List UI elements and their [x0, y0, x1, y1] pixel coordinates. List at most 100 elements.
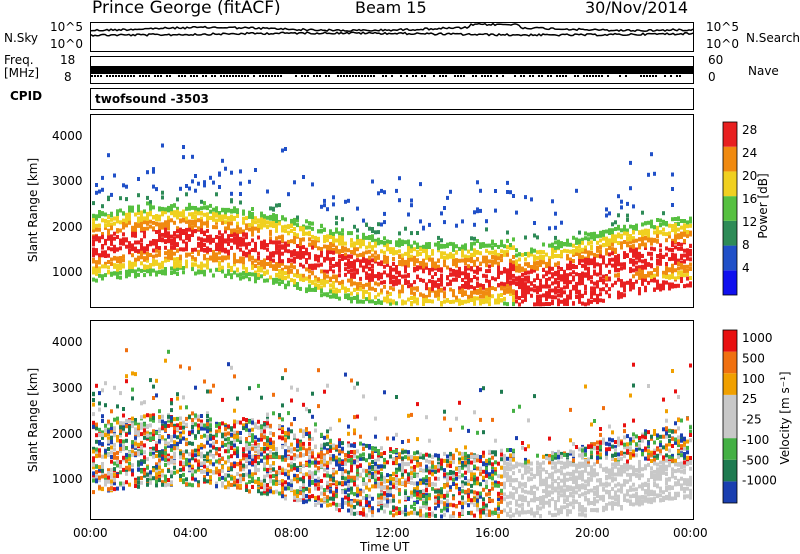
echo-cell: [566, 263, 569, 268]
echo-cell: [122, 183, 125, 188]
echo-cell: [230, 170, 233, 175]
echo-cell: [203, 180, 206, 185]
echo-cell: [569, 272, 572, 277]
echo-cell: [473, 259, 476, 264]
echo-cell: [419, 261, 422, 265]
nave-point: [601, 75, 603, 77]
echo-cell: [263, 218, 266, 223]
echo-cell: [164, 477, 167, 482]
echo-cell: [98, 407, 101, 412]
echo-cell: [473, 262, 476, 267]
echo-cell: [311, 226, 314, 231]
echo-cell: [584, 266, 587, 271]
echo-cell: [158, 478, 161, 483]
echo-cell: [554, 254, 557, 258]
echo-cell: [230, 275, 233, 280]
echo-cell: [527, 262, 530, 267]
echo-cell: [110, 426, 113, 431]
echo-cell: [134, 273, 137, 278]
echo-cell: [167, 255, 170, 260]
echo-cell: [491, 286, 494, 291]
echo-cell: [173, 251, 176, 256]
echo-cell: [518, 282, 521, 287]
echo-cell: [260, 433, 263, 438]
echo-cell: [368, 282, 371, 287]
echo-cell: [257, 489, 260, 494]
echo-cell: [209, 480, 212, 485]
echo-cell: [107, 265, 110, 270]
echo-cell: [248, 489, 251, 494]
echo-cell: [629, 244, 632, 249]
echo-cell: [554, 286, 557, 291]
echo-cell: [140, 227, 143, 232]
echo-cell: [308, 287, 311, 292]
echo-cell: [161, 195, 164, 200]
echo-cell: [182, 270, 185, 275]
echo-cell: [617, 253, 620, 258]
echo-cell: [101, 232, 104, 236]
echo-cell: [392, 287, 395, 292]
noise-search-label: N.Search: [746, 31, 800, 45]
echo-cell: [185, 416, 188, 421]
echo-cell: [113, 385, 116, 390]
nave-label: Nave: [748, 64, 779, 78]
echo-cell: [587, 301, 590, 306]
echo-cell: [227, 362, 230, 367]
echo-cell: [107, 432, 110, 437]
echo-cell: [200, 422, 203, 427]
echo-cell: [146, 254, 149, 259]
echo-cell: [170, 204, 173, 209]
nave-point: [370, 75, 372, 77]
echo-cell: [161, 143, 164, 148]
echo-cell: [374, 288, 377, 292]
echo-cell: [569, 242, 572, 247]
echo-cell: [248, 441, 251, 446]
echo-cell: [233, 374, 236, 379]
echo-cell: [350, 282, 353, 287]
echo-cell: [557, 289, 560, 293]
echo-cell: [155, 270, 158, 275]
echo-cell: [143, 455, 146, 460]
echo-cell: [620, 294, 623, 299]
echo-cell: [230, 215, 233, 220]
echo-cell: [146, 482, 149, 487]
echo-cell: [215, 225, 218, 230]
echo-cell: [365, 235, 368, 240]
echo-cell: [428, 290, 431, 295]
echo-cell: [224, 238, 227, 243]
echo-cell: [641, 254, 644, 258]
echo-cell: [392, 282, 395, 287]
echo-cell: [242, 240, 245, 245]
echo-cell: [335, 291, 338, 296]
echo-cell: [620, 205, 623, 210]
echo-cell: [131, 450, 134, 455]
echo-cell: [122, 444, 125, 449]
echo-cell: [485, 243, 488, 248]
echo-cell: [590, 299, 593, 304]
echo-cell: [194, 458, 197, 463]
echo-cell: [551, 274, 554, 279]
echo-cell: [239, 236, 242, 241]
echo-cell: [158, 415, 161, 419]
echo-cell: [464, 246, 467, 251]
echo-cell: [491, 239, 494, 244]
echo-cell: [320, 228, 323, 233]
echo-cell: [479, 188, 482, 193]
echo-cell: [149, 378, 152, 383]
echo-cell: [212, 225, 215, 230]
nave-point: [412, 75, 414, 77]
echo-cell: [350, 261, 353, 265]
echo-cell: [686, 220, 689, 225]
echo-cell: [599, 287, 602, 292]
echo-cell: [137, 462, 140, 467]
echo-cell: [218, 428, 221, 433]
echo-cell: [620, 228, 623, 233]
echo-cell: [596, 245, 599, 250]
date-title: 30/Nov/2014: [585, 0, 689, 17]
echo-cell: [485, 299, 488, 304]
echo-cell: [137, 204, 140, 209]
echo-cell: [260, 458, 263, 463]
echo-cell: [512, 289, 515, 294]
echo-cell: [230, 208, 233, 213]
echo-cell: [533, 254, 536, 259]
